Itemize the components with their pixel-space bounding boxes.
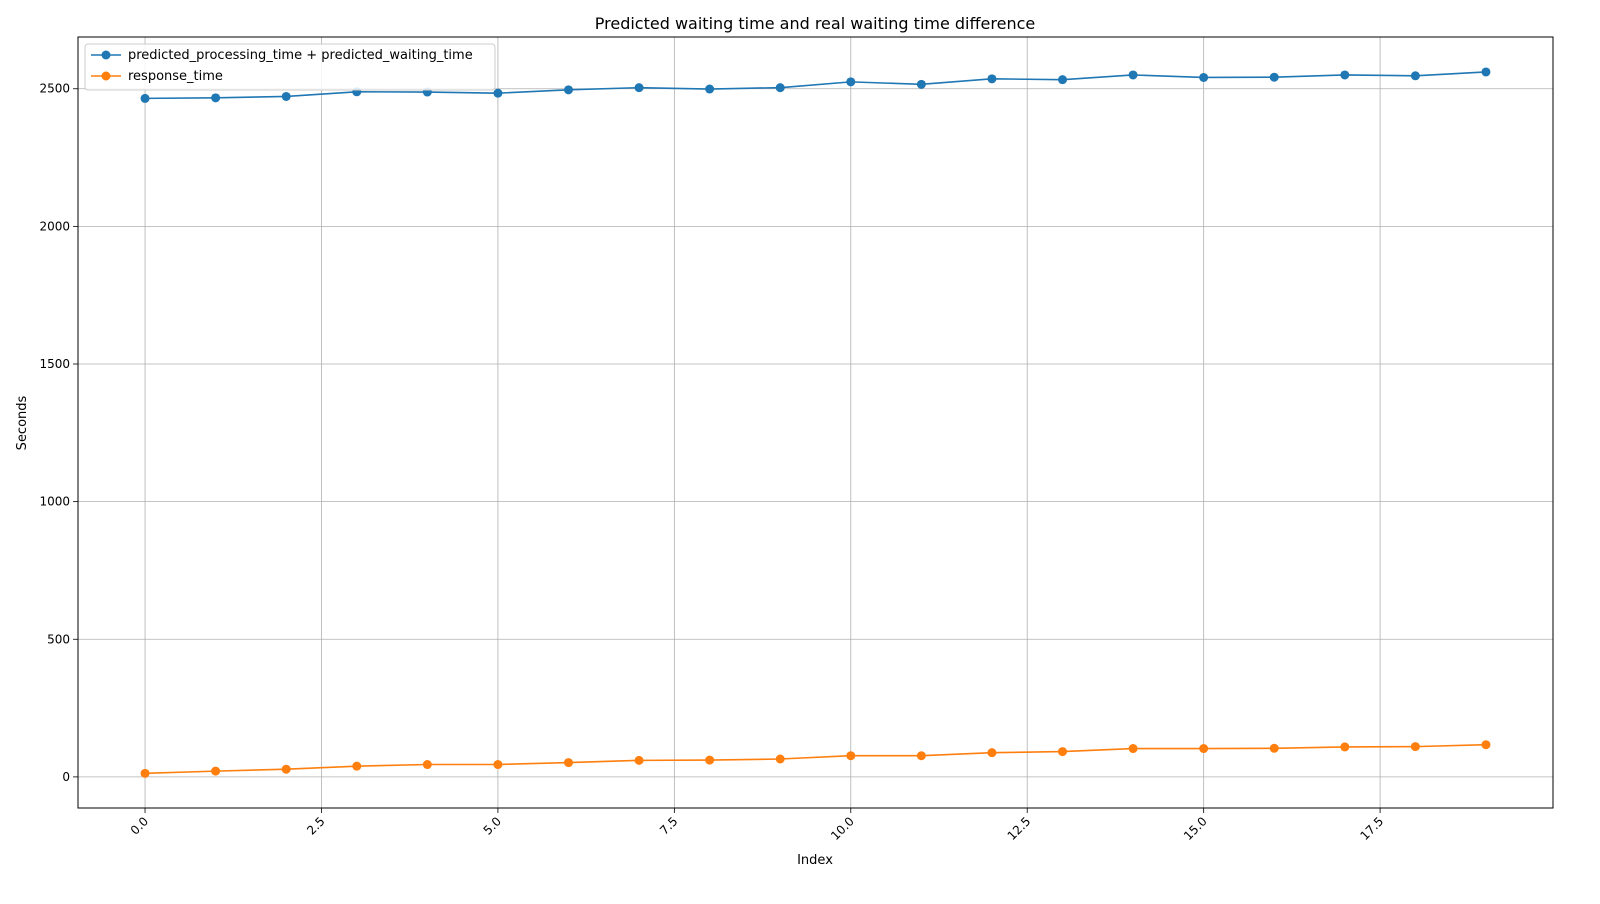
legend-marker <box>101 50 111 60</box>
legend-box <box>84 43 496 91</box>
grid <box>78 37 1553 808</box>
data-point <box>1481 67 1491 77</box>
x-tick-label: 15.0 <box>1181 814 1210 843</box>
series-line <box>145 71 1486 100</box>
x-tick-label: 5.0 <box>481 814 504 837</box>
data-point <box>1269 72 1279 82</box>
legend-marker <box>101 71 111 81</box>
data-point <box>563 85 573 95</box>
x-axis-label: Index <box>797 853 833 868</box>
data-point <box>846 77 856 87</box>
data-point <box>493 760 503 770</box>
data-point <box>1481 740 1491 750</box>
data-point <box>634 755 644 765</box>
y-axis-label: Seconds <box>15 395 30 450</box>
data-point <box>281 91 291 101</box>
data-point <box>352 761 362 771</box>
data-point <box>1410 742 1420 752</box>
data-point <box>916 751 926 761</box>
data-point <box>705 84 715 94</box>
data-point <box>1058 747 1068 757</box>
data-point <box>1128 70 1138 80</box>
data-point <box>140 768 150 778</box>
y-tick-label: 1500 <box>39 357 70 371</box>
data-point <box>563 758 573 768</box>
series-1 <box>140 67 1491 103</box>
data-point <box>211 93 221 103</box>
data-point <box>1058 75 1068 85</box>
y-tick-label: 500 <box>47 632 70 646</box>
data-point <box>1410 71 1420 81</box>
y-tick-label: 1000 <box>39 495 70 509</box>
data-point <box>1199 744 1209 754</box>
legend-label: response_time <box>128 69 223 84</box>
series-2 <box>140 740 1491 778</box>
x-tick-label: 12.5 <box>1005 814 1034 843</box>
y-tick-label: 2500 <box>39 82 70 96</box>
data-point <box>846 751 856 761</box>
legend-label: predicted_processing_time + predicted_wa… <box>128 48 473 63</box>
series-layer <box>140 67 1491 778</box>
data-point <box>1340 70 1350 80</box>
x-tick-label: 17.5 <box>1357 814 1386 843</box>
data-point <box>493 88 503 98</box>
x-tick-label: 2.5 <box>304 814 327 837</box>
data-point <box>916 79 926 89</box>
data-point <box>1199 72 1209 82</box>
data-point <box>634 83 644 93</box>
data-point <box>775 754 785 764</box>
x-tick-label: 7.5 <box>657 814 680 837</box>
x-tick-label: 10.0 <box>828 814 857 843</box>
x-tick-label: 0.0 <box>128 814 151 837</box>
chart-title: Predicted waiting time and real waiting … <box>595 14 1035 33</box>
data-point <box>422 760 432 770</box>
data-point <box>775 83 785 93</box>
data-point <box>987 748 997 758</box>
data-point <box>1128 744 1138 754</box>
x-axis: 0.0 2.5 5.0 7.5 10.0 12.5 15.0 17.5 <box>128 808 1386 843</box>
series-line <box>145 743 1486 775</box>
data-point <box>140 93 150 103</box>
legend: predicted_processing_time + predicted_wa… <box>84 43 496 91</box>
data-point <box>211 766 221 776</box>
data-point <box>705 755 715 765</box>
plot-frame <box>77 36 1554 809</box>
y-tick-label: 0 <box>62 770 70 784</box>
y-axis: 0 500 1000 1500 2000 2500 <box>39 82 78 784</box>
data-point <box>281 764 291 774</box>
data-point <box>987 74 997 84</box>
y-tick-label: 2000 <box>39 219 70 233</box>
data-point <box>1269 743 1279 753</box>
data-point <box>1340 742 1350 752</box>
